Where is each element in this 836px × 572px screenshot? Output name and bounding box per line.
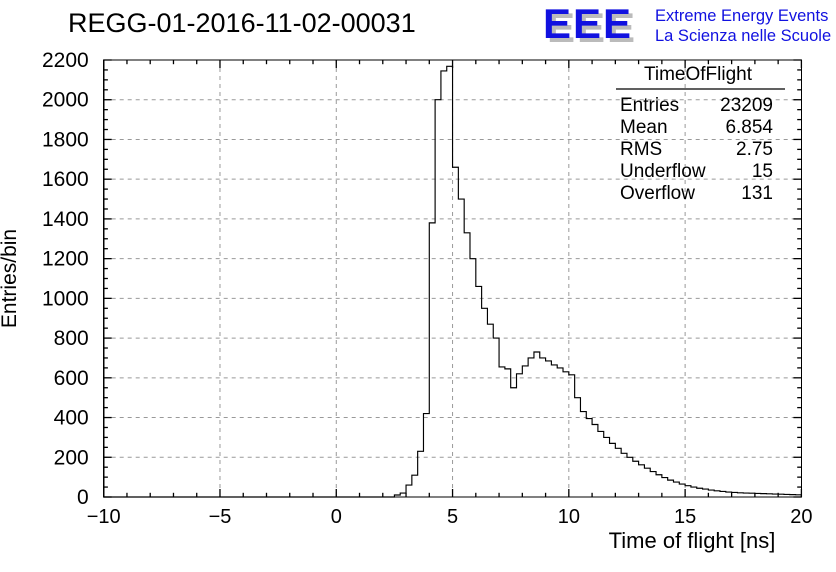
svg-text:15: 15 <box>752 161 773 182</box>
svg-text:0: 0 <box>331 506 342 528</box>
svg-text:2000: 2000 <box>42 89 89 112</box>
svg-text:REGG-01-2016-11-02-00031: REGG-01-2016-11-02-00031 <box>68 8 416 38</box>
svg-text:Underflow: Underflow <box>620 161 706 182</box>
svg-text:1000: 1000 <box>42 287 89 310</box>
svg-text:1400: 1400 <box>42 208 89 231</box>
svg-text:800: 800 <box>54 327 89 350</box>
svg-text:Entries/bin: Entries/bin <box>0 229 21 328</box>
svg-text:10: 10 <box>558 506 580 528</box>
svg-text:200: 200 <box>54 446 89 469</box>
svg-text:1200: 1200 <box>42 248 89 271</box>
svg-text:Extreme Energy Events: Extreme Energy Events <box>655 7 828 25</box>
svg-text:−10: −10 <box>87 506 121 528</box>
svg-text:Time of flight [ns]: Time of flight [ns] <box>609 528 776 553</box>
svg-text:6.854: 6.854 <box>725 117 773 138</box>
svg-text:RMS: RMS <box>620 139 662 160</box>
svg-text:400: 400 <box>54 407 89 430</box>
svg-text:TimeOfFlight: TimeOfFlight <box>644 64 753 85</box>
svg-text:2200: 2200 <box>42 49 89 72</box>
svg-text:23209: 23209 <box>720 95 773 116</box>
svg-text:5: 5 <box>447 506 458 528</box>
svg-text:131: 131 <box>741 183 773 204</box>
svg-text:Mean: Mean <box>620 117 668 138</box>
svg-text:0: 0 <box>77 486 89 509</box>
svg-text:600: 600 <box>54 367 89 390</box>
svg-text:20: 20 <box>790 506 812 528</box>
svg-text:−5: −5 <box>209 506 232 528</box>
svg-text:2.75: 2.75 <box>736 139 773 160</box>
svg-text:Overflow: Overflow <box>620 183 695 204</box>
svg-text:15: 15 <box>674 506 696 528</box>
svg-text:Entries: Entries <box>620 95 679 116</box>
svg-text:1600: 1600 <box>42 168 89 191</box>
svg-text:EEE: EEE <box>543 0 633 47</box>
svg-text:1800: 1800 <box>42 128 89 151</box>
svg-text:La Scienza nelle Scuole: La Scienza nelle Scuole <box>655 27 831 45</box>
